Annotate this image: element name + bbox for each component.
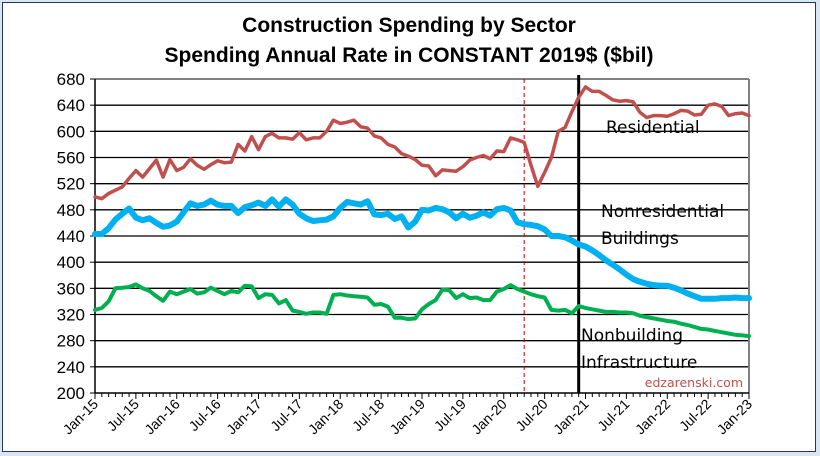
label-nonbuilding: Nonbuilding [581, 326, 683, 346]
series-lines [92, 85, 752, 339]
y-tick-label: 600 [57, 122, 85, 141]
chart-frame: Construction Spending by Sector Spending… [2, 2, 816, 452]
x-tick-label: Jan-23 [714, 396, 756, 438]
series-line-nonresidential-buildings [92, 196, 752, 302]
chart-title: Construction Spending by Sector [242, 14, 576, 37]
x-axis-ticks: Jan-15 Jul-15 Jan-16 Jul-16 Jan-17 Jul-17 Jan-… [60, 393, 756, 438]
y-tick-label: 440 [57, 227, 85, 246]
x-tick-label: Jan-18 [305, 396, 347, 438]
x-tick-label: Jul-19 [431, 396, 469, 434]
y-tick-label: 240 [57, 358, 85, 377]
chart-subtitle: Spending Annual Rate in CONSTANT 2019$ (… [165, 44, 654, 67]
x-tick-label: Jul-20 [512, 396, 550, 434]
x-tick-label: Jul-17 [267, 396, 305, 434]
label-buildings: Buildings [601, 229, 679, 249]
y-tick-label: 280 [57, 332, 85, 351]
y-tick-label: 320 [57, 306, 85, 325]
x-tick-label: Jan-17 [223, 396, 265, 438]
y-tick-label: 520 [57, 175, 85, 194]
label-residential: Residential [606, 118, 700, 138]
source-credit: edzarenski.com [645, 375, 743, 390]
y-tick-label: 480 [57, 201, 85, 220]
y-tick-label: 680 [57, 70, 85, 89]
series-line-residential [93, 85, 751, 201]
x-tick-label: Jul-18 [349, 396, 387, 434]
chart-svg: Construction Spending by Sector Spending… [57, 14, 756, 438]
y-tick-label: 360 [57, 279, 85, 298]
y-tick-label: 640 [57, 96, 85, 115]
x-tick-label: Jan-22 [632, 396, 674, 438]
y-tick-label: 200 [57, 384, 85, 403]
label-infrastructure: Infrastructure [581, 353, 697, 373]
label-nonresidential: Nonresidential [601, 202, 724, 222]
y-axis-ticks: 200 240 280 320 360 400 440 480 520 560 600 640 680 [57, 70, 95, 403]
x-tick-label: Jan-20 [468, 396, 510, 438]
x-tick-label: Jan-19 [387, 396, 429, 438]
x-tick-label: Jul-15 [104, 396, 142, 434]
y-tick-label: 560 [57, 149, 85, 168]
x-tick-label: Jan-21 [550, 396, 592, 438]
x-tick-label: Jul-21 [594, 396, 632, 434]
series-line-nonbuilding-infrastructure [93, 282, 751, 339]
x-tick-label: Jul-22 [676, 396, 714, 434]
reference-lines [523, 75, 581, 393]
y-tick-label: 400 [57, 253, 85, 272]
x-tick-label: Jan-16 [141, 396, 183, 438]
x-tick-label: Jul-16 [185, 396, 223, 434]
